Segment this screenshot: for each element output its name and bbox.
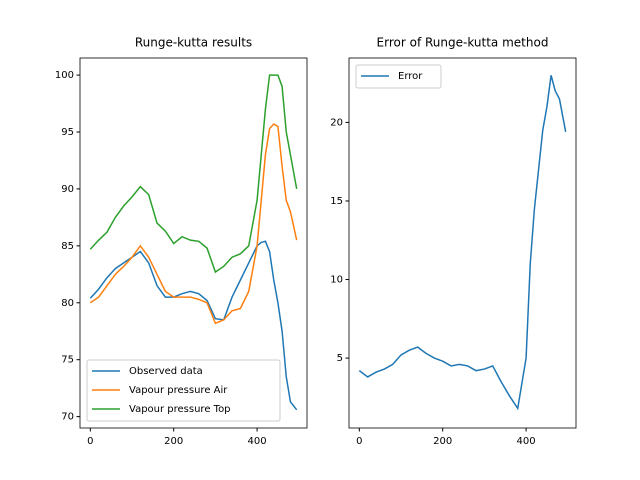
x-tick-label: 200: [164, 436, 183, 447]
legend-label: Vapour pressure Top: [129, 404, 231, 415]
y-tick-label: 95: [61, 127, 74, 138]
legend-label: Error: [398, 71, 423, 82]
chart-title: Error of Runge-kutta method: [377, 36, 549, 50]
legend-box: [355, 64, 442, 89]
y-tick-label: 80: [61, 298, 74, 309]
series-line: [358, 75, 567, 411]
y-tick-label: 85: [61, 241, 74, 252]
y-tick-label: 15: [330, 196, 343, 207]
x-tick-label: 0: [87, 436, 93, 447]
y-tick-label: 10: [330, 275, 343, 286]
chart-title: Runge-kutta results: [135, 36, 252, 50]
x-tick-label: 0: [356, 436, 362, 447]
x-tick-label: 400: [248, 436, 267, 447]
y-tick-label: 100: [55, 70, 74, 81]
legend-label: Observed data: [129, 366, 203, 377]
series-line: [89, 74, 298, 274]
legend-box: [86, 359, 281, 422]
y-tick-label: 70: [61, 412, 74, 423]
x-tick-label: 200: [433, 436, 452, 447]
axes-frame: [79, 57, 308, 429]
x-tick-label: 400: [517, 436, 536, 447]
y-tick-label: 90: [61, 184, 74, 195]
legend-label: Vapour pressure Air: [129, 385, 228, 396]
axes-frame: [348, 57, 577, 429]
y-tick-label: 5: [337, 353, 343, 364]
y-tick-label: 75: [61, 355, 74, 366]
y-tick-label: 20: [330, 117, 343, 128]
series-line: [89, 123, 298, 325]
